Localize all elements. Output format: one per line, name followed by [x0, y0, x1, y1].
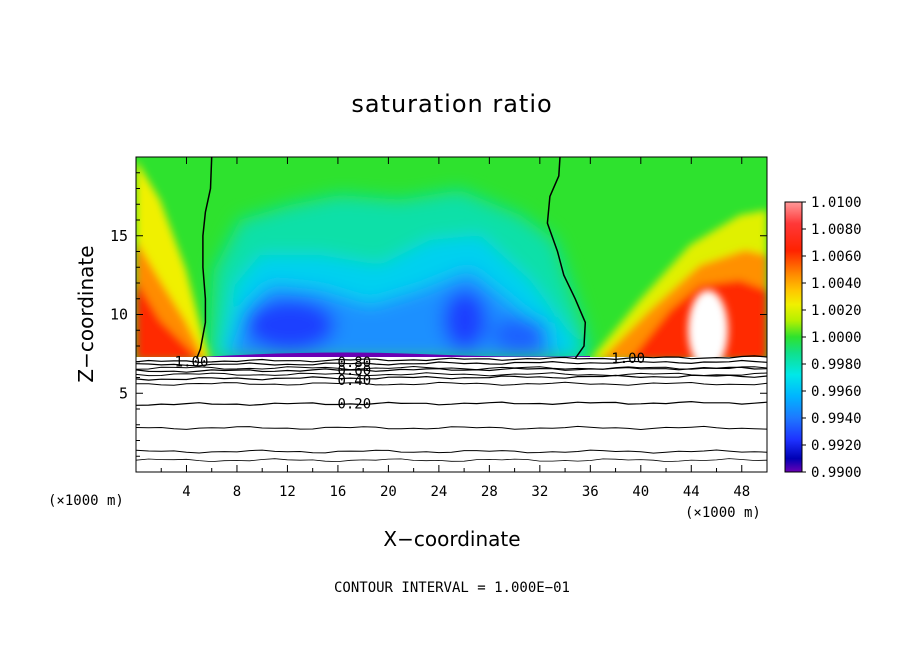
contour-line-unlabeled: [136, 458, 767, 463]
contour-line: [136, 355, 767, 364]
x-tick-label: 36: [582, 484, 599, 500]
colorbar-labels: 1.0100 1.0080 1.0060 1.0040 1.0020 1.0000 0.99…: [802, 195, 862, 481]
y-axis-ticks: 5 10 15: [110, 172, 767, 457]
x-tick-label: 16: [329, 484, 346, 500]
colorbar-gradient: [784, 201, 803, 473]
contour-line: [136, 374, 767, 381]
field-subsat-darkblue-a: [245, 299, 335, 351]
field-supersat-left-red: [136, 280, 197, 357]
contour-line: [136, 366, 767, 373]
x-tick-label: 4: [182, 484, 190, 500]
field-white-pocket: [688, 290, 728, 357]
colorbar-tick-label: 1.0100: [811, 195, 862, 211]
contour-label: 1.00: [175, 354, 209, 370]
colorbar-tick-label: 0.9920: [811, 438, 862, 454]
x-tick-label: 44: [683, 484, 700, 500]
x-tick-label: 24: [430, 484, 447, 500]
field-subsat-darkblue-b: [443, 290, 487, 350]
contour-line-unlabeled: [136, 449, 767, 454]
contour-line-unlabeled: [136, 365, 767, 371]
colorbar-tick-label: 1.0000: [811, 330, 862, 346]
colorbar-tick-label: 1.0060: [811, 249, 862, 265]
field-subsat-darkblue-c: [492, 317, 548, 353]
colorbar: 1.0100 1.0080 1.0060 1.0040 1.0020 1.0000 0.99…: [784, 195, 862, 481]
colorbar-tick-label: 1.0040: [811, 276, 862, 292]
chart-title: saturation ratio: [351, 90, 552, 118]
colorbar-tick-label: 1.0020: [811, 303, 862, 319]
y-tick-label: 10: [110, 306, 128, 324]
field-purple-base: [200, 352, 590, 357]
heatmap-field: [136, 157, 767, 472]
contour-line-unlabeled: [136, 381, 767, 386]
x-tick-label: 40: [632, 484, 649, 500]
contour-label: 0.60: [337, 363, 371, 379]
contour-label: 0.20: [337, 397, 371, 413]
contour-label: 1.00: [611, 351, 645, 367]
y-axis-label: Z−coordinate: [74, 245, 98, 382]
x-axis-unit-left: (×1000 m): [48, 493, 124, 509]
x-axis-unit-right: (×1000 m): [685, 505, 761, 521]
x-tick-label: 48: [733, 484, 750, 500]
contour-line-unlabeled: [136, 372, 767, 377]
x-tick-label: 12: [279, 484, 296, 500]
colorbar-tick-label: 0.9960: [811, 384, 862, 400]
colorbar-tick-label: 1.0080: [811, 222, 862, 238]
saturation-boundary-line: [195, 157, 213, 359]
x-tick-label: 28: [481, 484, 498, 500]
colorbar-tick-label: 0.9940: [811, 411, 862, 427]
contour-lines: 1.00 1.00 0.800.600.40 0.20: [136, 157, 767, 463]
x-axis-label: X−coordinate: [383, 527, 520, 551]
x-tick-label: 8: [233, 484, 241, 500]
contour-label: 0.40: [337, 373, 371, 389]
saturation-boundary-line: [546, 157, 587, 360]
contour-line: [136, 359, 767, 367]
x-axis-ticks: 4 8 12 16 20 24 28 32 36 40 44 48: [160, 157, 750, 500]
colorbar-tick-label: 0.9980: [811, 357, 862, 373]
y-tick-label: 15: [110, 227, 128, 245]
x-tick-label: 20: [380, 484, 397, 500]
x-tick-label: 32: [531, 484, 548, 500]
y-tick-label: 5: [119, 384, 128, 402]
contour-line-unlabeled: [136, 425, 767, 431]
contour-label: 0.80: [337, 355, 371, 371]
contour-line: [136, 400, 767, 406]
contour-interval-note: CONTOUR INTERVAL = 1.000E−01: [334, 580, 570, 596]
colorbar-tick-label: 0.9900: [811, 465, 862, 481]
